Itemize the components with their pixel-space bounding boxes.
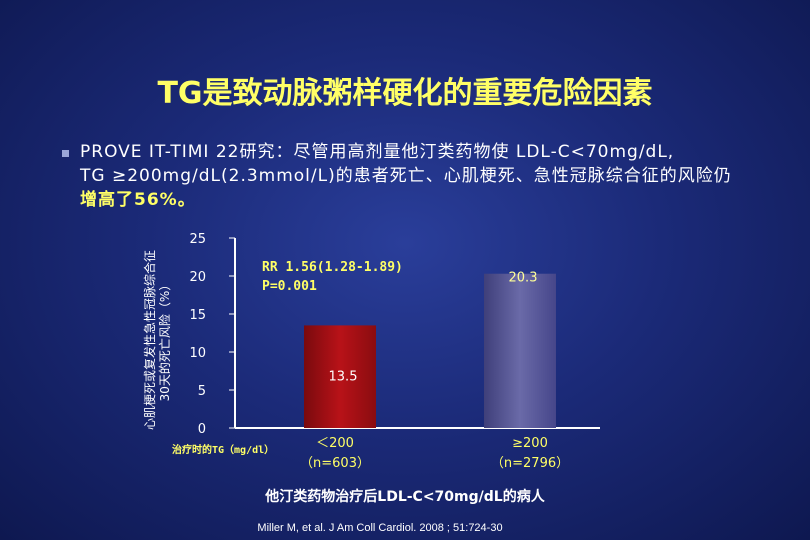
y-tick-label: 20 bbox=[189, 270, 206, 285]
y-tick-label: 15 bbox=[189, 308, 206, 323]
bullet-marker bbox=[62, 150, 69, 157]
category-label-ge200: ≥200 （n=2796） bbox=[470, 434, 590, 474]
bar bbox=[304, 325, 376, 428]
intro-highlight: 增高了56%。 bbox=[80, 190, 196, 210]
y-tick-label: 25 bbox=[189, 232, 206, 247]
bar-value-label: 20.3 bbox=[509, 271, 538, 286]
relative-risk-line: RR 1.56(1.28-1.89) bbox=[262, 260, 403, 275]
y-tick-label: 0 bbox=[198, 422, 206, 437]
bar-value-label: 13.5 bbox=[329, 369, 358, 384]
slide-title: TG是致动脉粥样硬化的重要危险因素 bbox=[157, 76, 653, 111]
y-tick-label: 10 bbox=[189, 346, 206, 361]
bar bbox=[484, 273, 556, 428]
category-n: （n=603） bbox=[300, 456, 370, 471]
x-axis-caption: 他汀类药物治疗后LDL-C<70mg/dL的病人 bbox=[265, 489, 545, 505]
citation: Miller M, et al. J Am Coll Cardiol. 2008… bbox=[257, 522, 503, 534]
p-value-line: P=0.001 bbox=[262, 279, 317, 294]
y-tick-label: 5 bbox=[198, 384, 206, 399]
category-label-lt200: ＜200 （n=603） bbox=[290, 434, 380, 474]
intro-line-2: TG ≥200mg/dL(2.3mmol/L)的患者死亡、心肌梗死、急性冠脉综合… bbox=[80, 166, 732, 186]
relative-risk-annotation: RR 1.56(1.28-1.89) P=0.001 bbox=[262, 258, 403, 296]
intro-line-1: PROVE IT-TIMI 22研究：尽管用高剂量他汀类药物使 LDL-C<70… bbox=[80, 142, 675, 162]
category-name: ≥200 bbox=[512, 436, 548, 451]
intro-text: PROVE IT-TIMI 22研究：尽管用高剂量他汀类药物使 LDL-C<70… bbox=[80, 140, 780, 212]
x-axis-title: 治疗时的TG（mg/dl） bbox=[172, 445, 275, 456]
category-n: （n=2796） bbox=[490, 456, 570, 471]
category-name: ＜200 bbox=[316, 436, 354, 451]
